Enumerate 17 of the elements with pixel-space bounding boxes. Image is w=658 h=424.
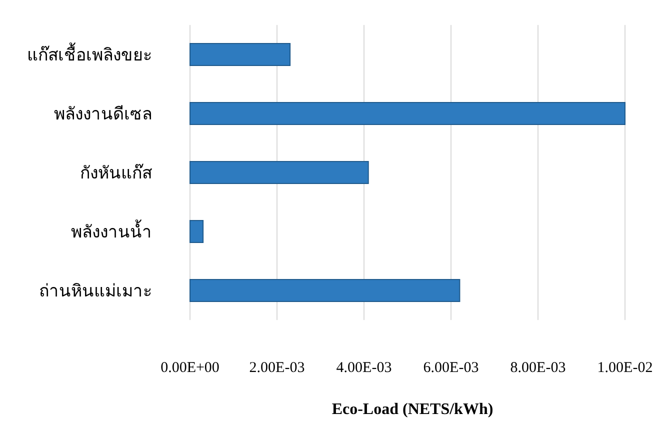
x-tick-label: 4.00E-03 — [336, 360, 392, 376]
bar — [190, 220, 204, 243]
x-tick-label: 1.00E-02 — [597, 360, 653, 376]
y-tick-label: พลังงานน้ำ — [71, 220, 152, 242]
bar — [190, 279, 460, 302]
x-tick-label: 0.00E+00 — [160, 360, 220, 376]
y-tick-label: กังหันแก๊ส — [80, 164, 153, 184]
bar — [190, 102, 626, 125]
y-tick-label: แก๊สเชื้อเพลิงขยะ — [27, 42, 152, 66]
bar — [190, 161, 369, 184]
x-tick-label: 6.00E-03 — [423, 360, 479, 376]
x-tick-label: 2.00E-03 — [249, 360, 305, 376]
x-axis-title: Eco-Load (NETS/kWh) — [332, 401, 494, 418]
x-tick-label: 8.00E-03 — [510, 360, 566, 376]
y-tick-label: ถ่านหินแม่เมาะ — [39, 282, 152, 302]
bar — [190, 43, 291, 66]
y-tick-label: พลังงานดีเซล — [54, 104, 152, 124]
